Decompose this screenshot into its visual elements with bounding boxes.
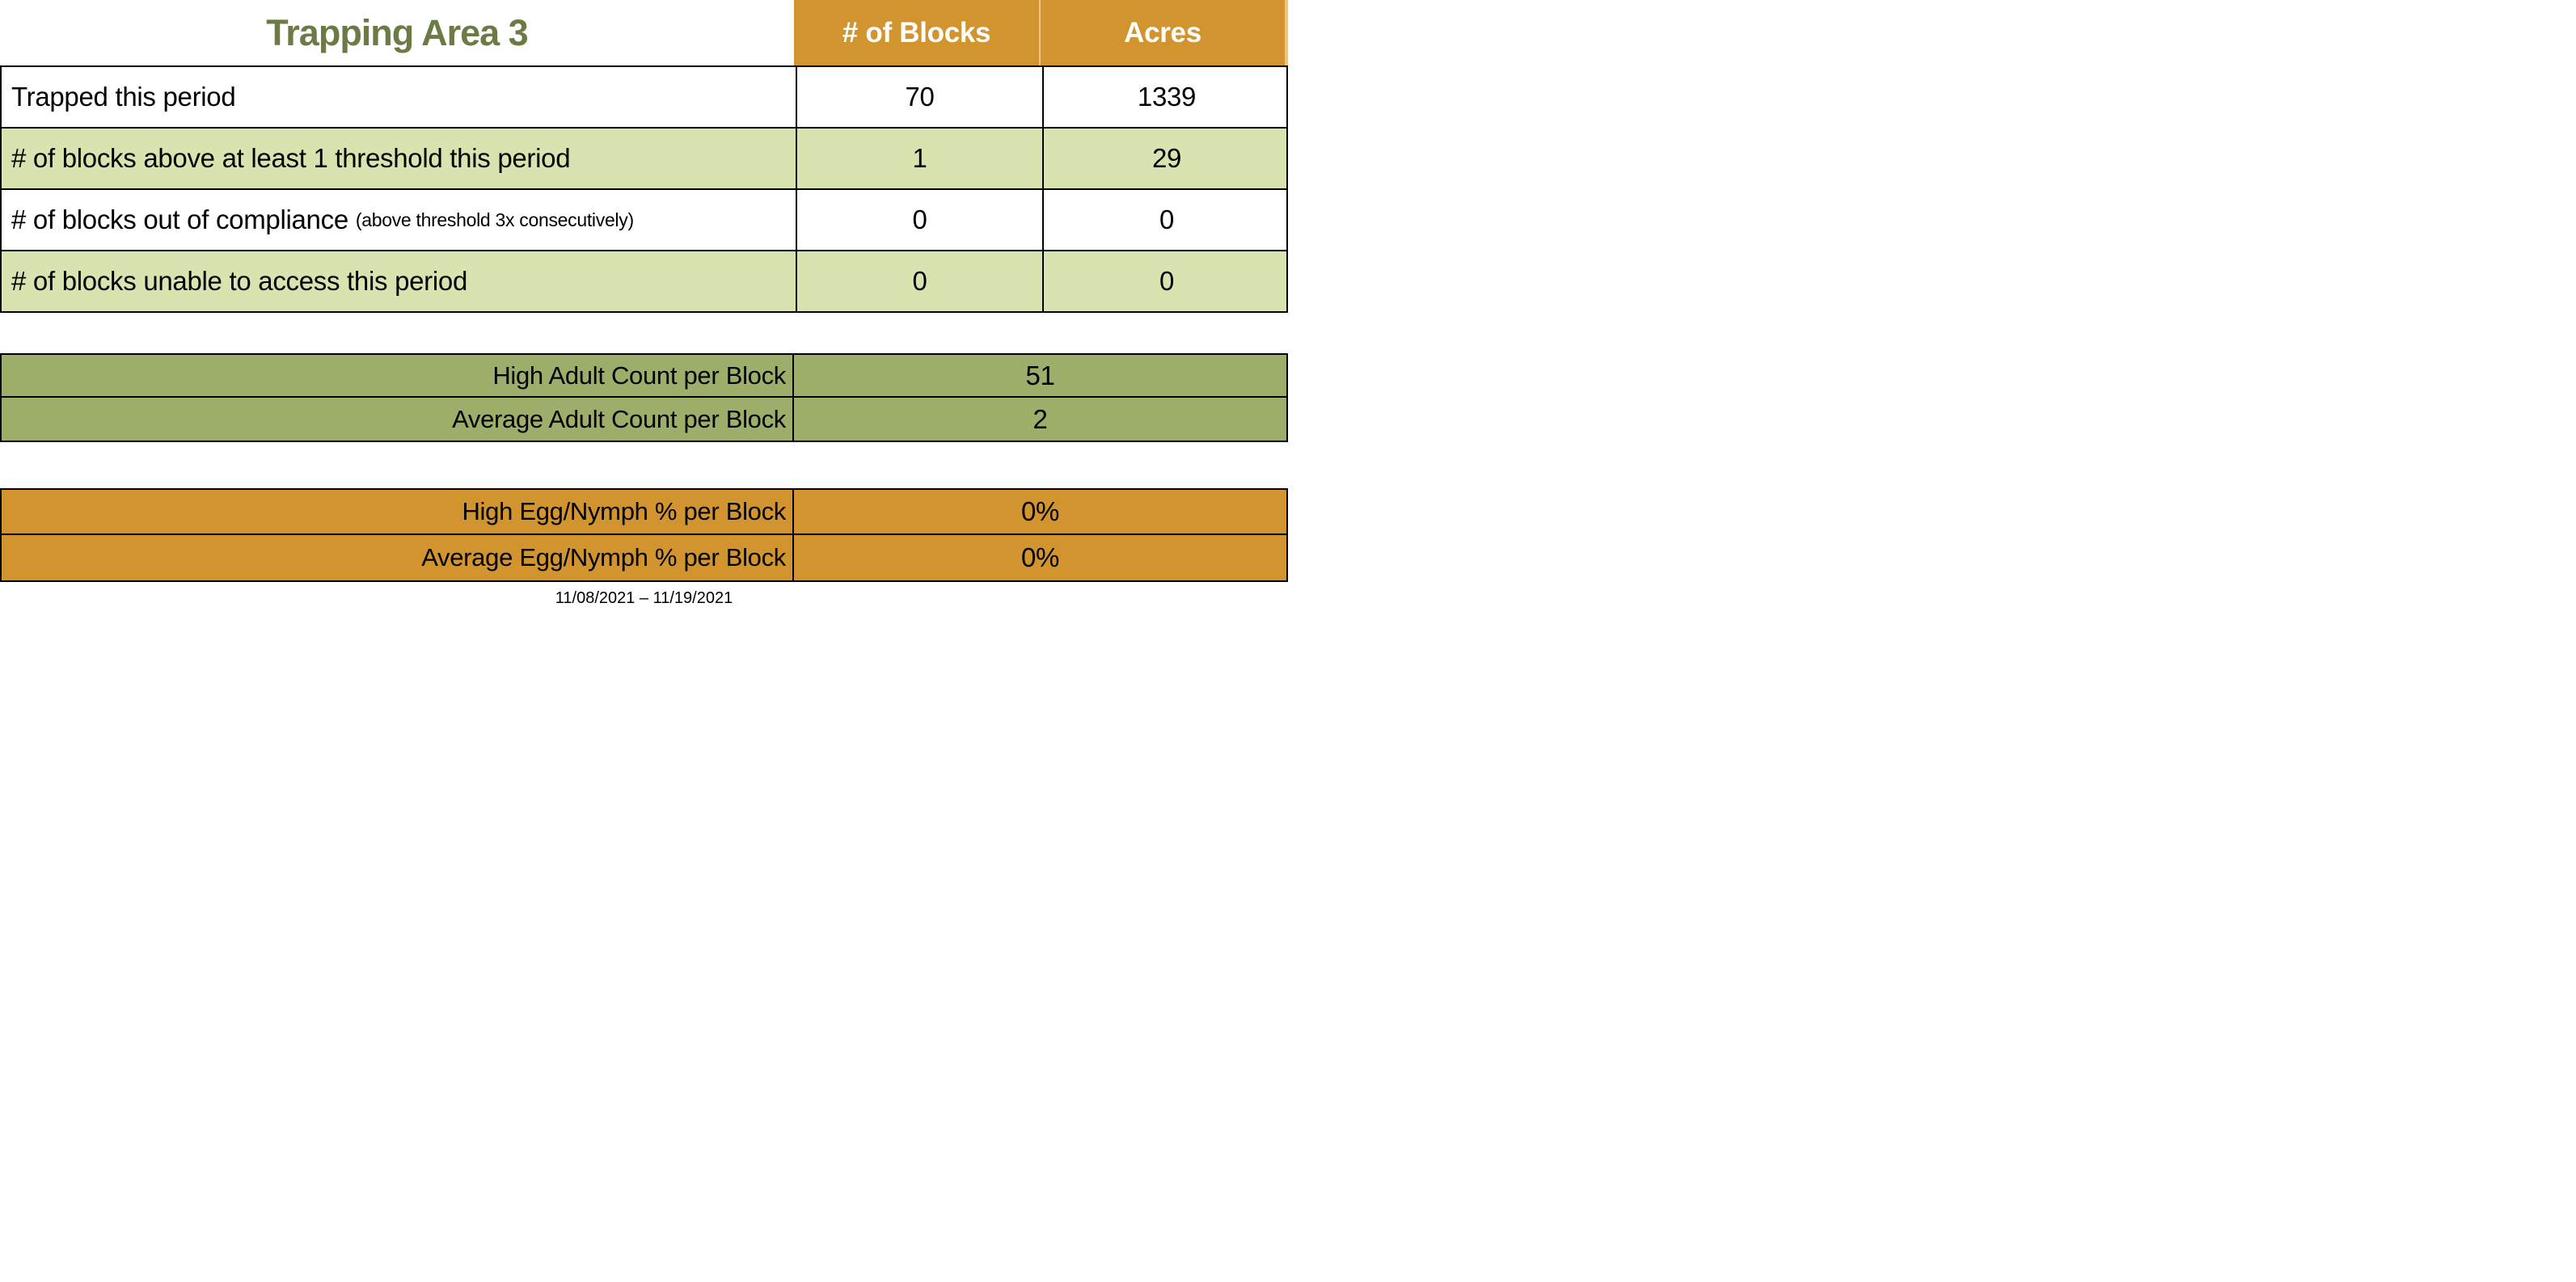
column-header-blocks: # of Blocks bbox=[794, 0, 1041, 65]
row-label-text: # of blocks unable to access this period bbox=[11, 266, 468, 296]
trapping-summary-table: Trapping Area 3 # of Blocks Acres Trappe… bbox=[0, 0, 1288, 313]
row-label-text: # of blocks out of compliance bbox=[11, 205, 348, 234]
row-label: # of blocks out of compliance (above thr… bbox=[2, 190, 796, 250]
blocks-value: 70 bbox=[796, 67, 1042, 127]
table-row-unable-to-access: # of blocks unable to access this period… bbox=[0, 250, 1288, 313]
blocks-value: 0 bbox=[796, 190, 1042, 250]
report-page: Trapping Area 3 # of Blocks Acres Trappe… bbox=[0, 0, 1288, 641]
row-label-text: # of blocks above at least 1 threshold t… bbox=[11, 143, 571, 173]
blocks-value: 1 bbox=[796, 129, 1042, 188]
row-label-text: Trapped this period bbox=[11, 82, 236, 112]
row-label: Trapped this period bbox=[2, 67, 796, 127]
section-row-label: Average Adult Count per Block bbox=[2, 398, 794, 441]
table-header-row: Trapping Area 3 # of Blocks Acres bbox=[0, 0, 1288, 65]
adult-count-section: High Adult Count per Block 51 Average Ad… bbox=[0, 353, 1288, 442]
section-row-value: 2 bbox=[1033, 403, 1048, 434]
section-row-label: High Egg/Nymph % per Block bbox=[2, 490, 794, 533]
row-label-note: (above threshold 3x consecutively) bbox=[355, 209, 634, 230]
acres-value: 29 bbox=[1042, 129, 1288, 188]
table-row-trapped: Trapped this period 70 1339 bbox=[0, 65, 1288, 127]
section-row-value: 51 bbox=[1025, 360, 1055, 390]
egg-nymph-section: High Egg/Nymph % per Block 0% Average Eg… bbox=[0, 488, 1288, 582]
acres-value: 0 bbox=[1042, 251, 1288, 311]
average-egg-nymph-row: Average Egg/Nymph % per Block 0% bbox=[2, 535, 1286, 580]
blocks-value: 0 bbox=[796, 251, 1042, 311]
column-header-acres: Acres bbox=[1041, 0, 1288, 65]
average-adult-count-row: Average Adult Count per Block 2 bbox=[2, 398, 1286, 441]
section-row-value: 0% bbox=[1020, 542, 1060, 572]
page-title: Trapping Area 3 bbox=[266, 11, 528, 53]
acres-value: 0 bbox=[1042, 190, 1288, 250]
high-egg-nymph-row: High Egg/Nymph % per Block 0% bbox=[2, 490, 1286, 535]
table-row-out-of-compliance: # of blocks out of compliance (above thr… bbox=[0, 188, 1288, 250]
high-adult-count-row: High Adult Count per Block 51 bbox=[2, 355, 1286, 398]
row-label: # of blocks unable to access this period bbox=[2, 251, 796, 311]
date-range-caption: 11/08/2021 – 11/19/2021 bbox=[555, 589, 733, 607]
section-row-value: 0% bbox=[1020, 496, 1060, 526]
acres-value: 1339 bbox=[1042, 67, 1288, 127]
title-cell: Trapping Area 3 bbox=[0, 0, 794, 65]
section-row-label: Average Egg/Nymph % per Block bbox=[2, 535, 794, 580]
section-row-label: High Adult Count per Block bbox=[2, 355, 794, 396]
row-label: # of blocks above at least 1 threshold t… bbox=[2, 129, 796, 188]
table-row-above-threshold: # of blocks above at least 1 threshold t… bbox=[0, 127, 1288, 188]
